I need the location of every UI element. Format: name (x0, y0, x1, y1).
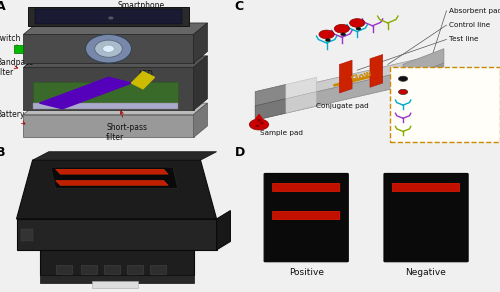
FancyBboxPatch shape (392, 183, 460, 192)
Polygon shape (194, 103, 207, 138)
Text: Battery: Battery (0, 110, 25, 124)
Circle shape (319, 30, 334, 39)
Polygon shape (24, 23, 208, 34)
Polygon shape (403, 63, 444, 93)
Text: Negative: Negative (406, 268, 446, 277)
Circle shape (260, 122, 264, 124)
Polygon shape (81, 265, 97, 274)
Polygon shape (24, 67, 194, 110)
Text: Flow: Flow (350, 68, 374, 85)
Polygon shape (16, 160, 216, 219)
Polygon shape (56, 180, 168, 185)
Text: A: A (0, 0, 6, 13)
Text: D: D (235, 146, 245, 159)
FancyBboxPatch shape (390, 67, 500, 142)
Text: Sample pad: Sample pad (260, 130, 304, 136)
Circle shape (398, 89, 407, 95)
Text: Capture antibody: Capture antibody (410, 115, 470, 121)
Polygon shape (24, 56, 208, 67)
Text: Absorbent pad: Absorbent pad (449, 8, 500, 14)
Polygon shape (56, 265, 72, 274)
Circle shape (103, 45, 115, 52)
Circle shape (334, 25, 349, 33)
Circle shape (86, 34, 132, 63)
Polygon shape (51, 167, 178, 188)
Polygon shape (56, 169, 168, 174)
FancyBboxPatch shape (264, 173, 348, 262)
Polygon shape (150, 265, 166, 274)
Circle shape (257, 119, 261, 121)
Polygon shape (255, 53, 444, 106)
FancyBboxPatch shape (14, 45, 24, 53)
Text: LED: LED (138, 70, 154, 79)
Text: Goat anti-mouse IgG: Goat anti-mouse IgG (410, 128, 482, 134)
Polygon shape (194, 23, 207, 63)
Polygon shape (340, 60, 352, 93)
Text: C: C (235, 0, 244, 13)
Polygon shape (40, 77, 132, 109)
Text: Test line: Test line (449, 36, 478, 42)
Polygon shape (216, 211, 230, 250)
Circle shape (256, 125, 259, 127)
Polygon shape (24, 34, 194, 63)
FancyBboxPatch shape (272, 183, 340, 192)
Circle shape (350, 19, 365, 27)
Text: Conjugate pad: Conjugate pad (316, 103, 368, 109)
Text: B: B (0, 146, 6, 159)
FancyBboxPatch shape (384, 173, 468, 262)
Polygon shape (403, 49, 444, 79)
Text: Positive: Positive (288, 268, 324, 277)
Polygon shape (40, 250, 194, 275)
Polygon shape (32, 152, 216, 160)
Polygon shape (21, 229, 32, 241)
Polygon shape (16, 219, 216, 250)
Circle shape (340, 33, 345, 36)
Polygon shape (104, 265, 120, 274)
Polygon shape (255, 84, 286, 106)
Circle shape (108, 16, 114, 20)
Text: QD microsphere: QD microsphere (410, 89, 466, 95)
Text: Detection antibody: Detection antibody (410, 102, 476, 108)
Polygon shape (132, 72, 154, 89)
Text: Switch: Switch (0, 34, 21, 48)
Polygon shape (194, 56, 207, 110)
Text: Bandpass
filter: Bandpass filter (0, 58, 33, 77)
Text: ZIKV NS1: ZIKV NS1 (410, 76, 442, 82)
Circle shape (94, 40, 122, 57)
Polygon shape (255, 67, 424, 120)
Polygon shape (35, 9, 182, 25)
Circle shape (250, 119, 268, 130)
Polygon shape (40, 275, 194, 284)
Circle shape (356, 27, 361, 30)
Polygon shape (24, 114, 194, 138)
Polygon shape (92, 281, 138, 288)
Text: Camera: Camera (112, 16, 148, 25)
Text: Short-pass
filter: Short-pass filter (106, 111, 147, 142)
Polygon shape (255, 99, 286, 120)
Text: Lens: Lens (134, 44, 152, 53)
Polygon shape (32, 82, 178, 103)
Circle shape (326, 39, 330, 41)
Polygon shape (254, 114, 264, 122)
Polygon shape (28, 7, 189, 26)
Polygon shape (286, 77, 316, 99)
Polygon shape (286, 92, 316, 113)
Polygon shape (370, 54, 382, 87)
Polygon shape (32, 103, 178, 109)
Polygon shape (24, 103, 208, 114)
Polygon shape (127, 265, 143, 274)
FancyBboxPatch shape (272, 211, 340, 220)
Text: Smartphone: Smartphone (105, 1, 165, 13)
Text: Control line: Control line (449, 22, 490, 28)
Circle shape (398, 76, 407, 81)
